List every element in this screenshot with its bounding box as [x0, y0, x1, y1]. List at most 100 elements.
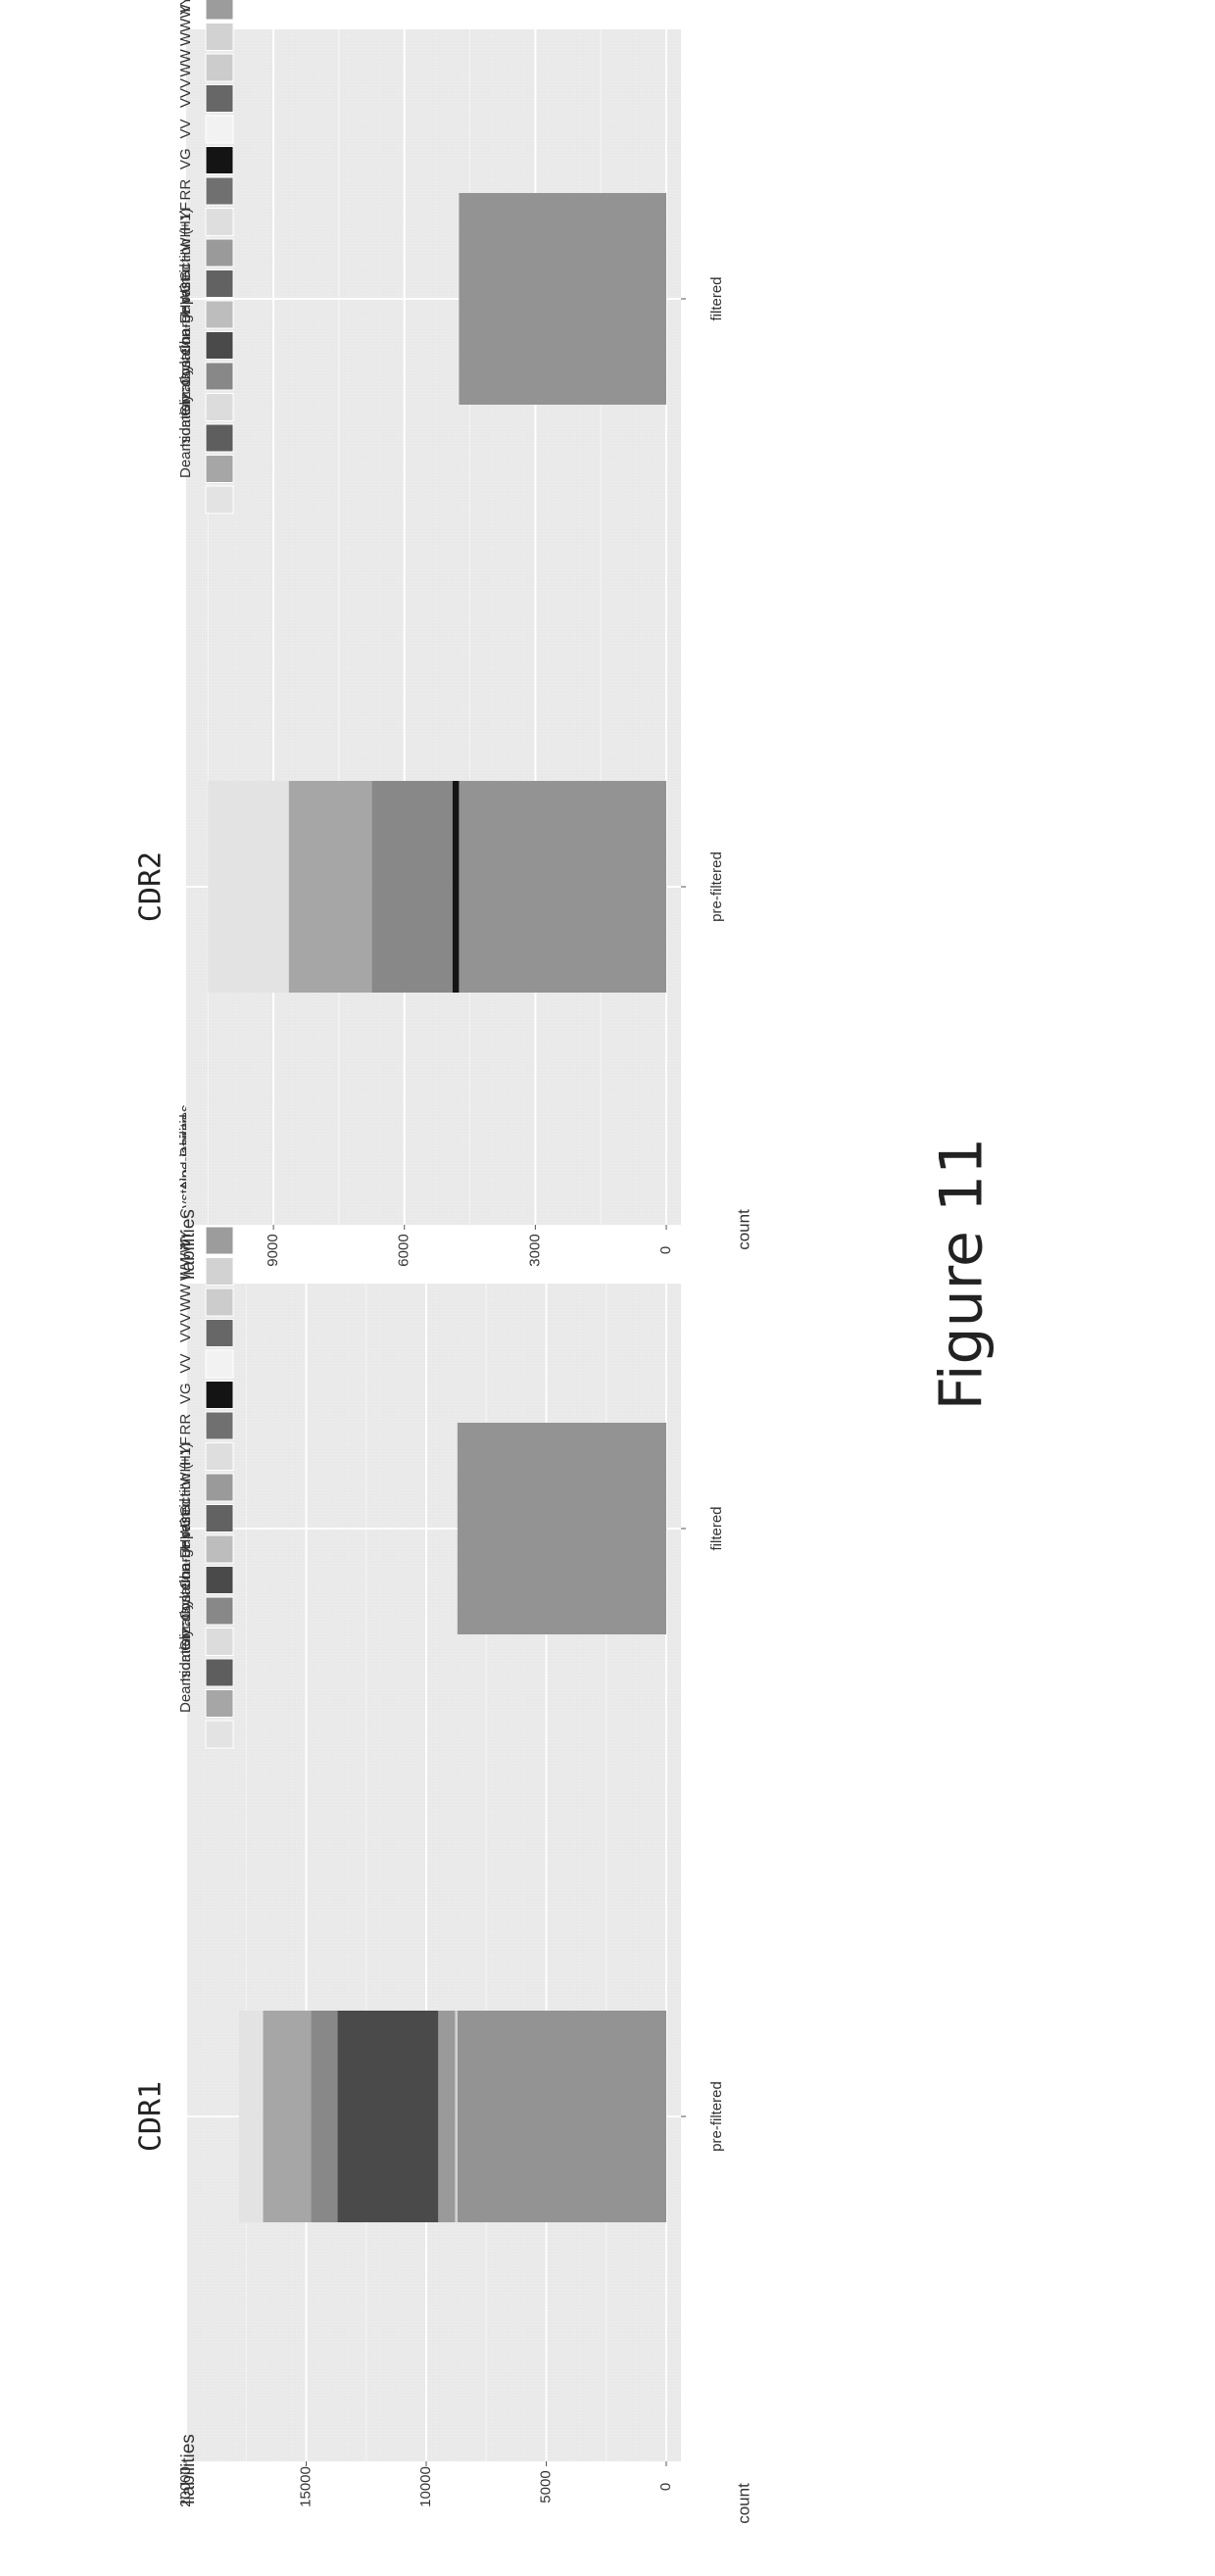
- legend-label-group-vv: VV: [177, 1353, 194, 1373]
- legend-label-fhw: FHW: [177, 1525, 194, 1559]
- category-label-filtered: filtered: [708, 276, 725, 320]
- bar-pre-filtered-isomerization: [288, 781, 372, 993]
- category-label-filtered-group: filtered: [708, 276, 725, 320]
- legend-swatch-fhw: [205, 1566, 234, 1594]
- legend-swatch-isomerization: [205, 1689, 234, 1718]
- legend-title-group: liabilities: [178, 1209, 199, 1280]
- legend-label-charge-restriction-1: Charge restriction (+1): [177, 1442, 194, 1589]
- y-axis-label-group: count: [734, 1209, 753, 1250]
- panel-cdr2-ticks: 0 3000 6000 9000 filtered pre-filtered: [265, 276, 725, 1266]
- legend-label-fhw: FHW: [177, 290, 194, 324]
- legend-label-group-glycosylation: Glycosylation: [177, 329, 194, 416]
- legend-label-group-deamidation: Deamidation: [177, 1630, 194, 1713]
- value-tick-label: 0: [657, 2483, 674, 2491]
- legend-swatch-glycosylation: [205, 1658, 234, 1687]
- y-axis-label: count: [734, 2483, 753, 2524]
- legend-swatch-hwh: [205, 1504, 234, 1532]
- panel-cdr2: 0 3000 6000 9000 filtered pre-filtered CDR2 co…: [134, 0, 753, 1280]
- legend-swatch-cysteine-paired: [205, 0, 234, 21]
- legend-label-group-isomerization: Isomerization: [177, 1594, 194, 1681]
- category-label-pre-filtered-group: pre-filtered: [708, 2081, 725, 2152]
- legend-label-charge-restriction-1: Charge restriction (+1): [177, 208, 194, 355]
- legend-label-group-ww: WW: [177, 1283, 194, 1311]
- legend-swatch-cysteine-paired: [205, 1226, 234, 1255]
- legend-label-vg: VG: [177, 148, 194, 170]
- panel-cdr2-title-group: CDR2 count: [134, 851, 753, 1250]
- legend-swatch-gg: [205, 300, 234, 329]
- legend-label-vv: VV: [177, 1353, 194, 1373]
- legend-label-group-yy: YY: [177, 0, 194, 16]
- legend-label-hwh: HWH: [177, 1462, 194, 1497]
- legend-swatch-fhw: [205, 331, 234, 360]
- value-tick-label: 6000: [396, 1234, 413, 1266]
- category-label-pre-filtered-group: pre-filtered: [708, 851, 725, 922]
- legend-label-group-vvv: VVV: [177, 78, 194, 108]
- value-tick-label: 20000: [177, 2466, 194, 2507]
- legend-swatch-www: [205, 1288, 234, 1317]
- value-tick-label-group: 9000: [265, 1234, 281, 1266]
- legend-label-group-yy: YY: [177, 1230, 194, 1249]
- bar-filtered-no-liabilities: [459, 193, 666, 405]
- bar-pre-filtered-no-liabilities: [459, 781, 666, 993]
- value-tick-label: 0: [657, 1246, 674, 1254]
- legend-label-vvv: VVV: [177, 1313, 194, 1342]
- bar-pre-filtered-hyf: [438, 2011, 456, 2222]
- legend-label-ww: WW: [177, 48, 194, 76]
- legend-title: liabilities: [178, 2434, 199, 2504]
- legend-swatch-deamidation: [205, 485, 234, 514]
- legend-label-cysteine-unpaired: Cysteine-Unpaired: [177, 264, 194, 385]
- legend-title-group: liabilities: [178, 2434, 199, 2504]
- value-tick-label: 15000: [297, 2466, 314, 2507]
- legend-label-yy: YY: [177, 1230, 194, 1249]
- legend-label-group-cysteine-unpaired: Cysteine-Unpaired: [177, 1498, 194, 1620]
- legend-swatch-hyf: [205, 1473, 234, 1502]
- legend-swatch-gg: [205, 1534, 234, 1564]
- category-label-filtered: filtered: [708, 1506, 725, 1550]
- value-tick-label-group: 3000: [526, 1234, 543, 1266]
- panel-cdr2-legend: liabilities DeamidationIsomerizationGlyco…: [177, 0, 234, 1280]
- legend-label-group-hyf: HYF: [177, 202, 194, 231]
- panel-cdr1-title-group: CDR1 count: [134, 2081, 753, 2524]
- legend-label-vv: VV: [177, 119, 194, 138]
- legend-label-ww: WW: [177, 1283, 194, 1311]
- legend-label-deamidation: Deamidation: [177, 1630, 194, 1713]
- legend-label-glycosylation: Glycosylation: [177, 329, 194, 416]
- legend-label-gg: GG: [177, 1505, 194, 1528]
- panel-cdr1-ticks: 0 5000 10000 15000 20000 filtered pre-filtered: [177, 1506, 725, 2506]
- figure-title: Figure 11: [928, 1138, 996, 1411]
- legend-swatch-cysteine-unpaired: [205, 1628, 234, 1656]
- value-tick-label-group: 10000: [417, 2466, 434, 2507]
- panel-cdr2-bars: [208, 193, 666, 993]
- legend-swatch-vg: [205, 176, 234, 206]
- legend-label-group-vv: VV: [177, 119, 194, 138]
- legend-label-group-hwh: HWH: [177, 227, 194, 263]
- legend-label-gg: GG: [177, 270, 194, 293]
- legend-swatch-www: [205, 53, 234, 82]
- category-label-pre-filtered: pre-filtered: [708, 851, 725, 922]
- bar-pre-filtered-fhw: [337, 2011, 439, 2222]
- legend-title: liabilities: [178, 1209, 199, 1280]
- legend-swatch-isomerization: [205, 455, 234, 483]
- value-tick-label: 3000: [526, 1234, 543, 1266]
- legend-swatch-hwh: [205, 269, 234, 298]
- legend-label-group-www: WWW: [177, 4, 194, 46]
- legend-label-group-hwh: HWH: [177, 1462, 194, 1497]
- legend-label-cysteine-unpaired: Cysteine-Unpaired: [177, 1498, 194, 1620]
- value-tick-label-group: 6000: [396, 1234, 413, 1266]
- legend-swatch-deamidation: [205, 1720, 234, 1749]
- value-tick-label: 9000: [265, 1234, 281, 1266]
- legend-label-group-hyf: HYF: [177, 1436, 194, 1466]
- legend-swatch-rr: [205, 208, 234, 236]
- legend-label-rr: RR: [177, 1414, 194, 1435]
- legend-swatch-vvv: [205, 115, 234, 144]
- legend-label-group-isomerization: Isomerization: [177, 360, 194, 447]
- legend-label-deamidation: Deamidation: [177, 396, 194, 478]
- y-axis-label: count: [734, 1209, 753, 1250]
- legend-label-group-rr: RR: [177, 179, 194, 201]
- value-tick-label: 5000: [537, 2470, 554, 2503]
- legend-label-www: WWW: [177, 1239, 194, 1281]
- value-tick-label-group: 15000: [297, 2466, 314, 2507]
- legend-swatch-ww: [205, 1319, 234, 1347]
- bar-pre-filtered-charge-restriction-1: [311, 2011, 338, 2222]
